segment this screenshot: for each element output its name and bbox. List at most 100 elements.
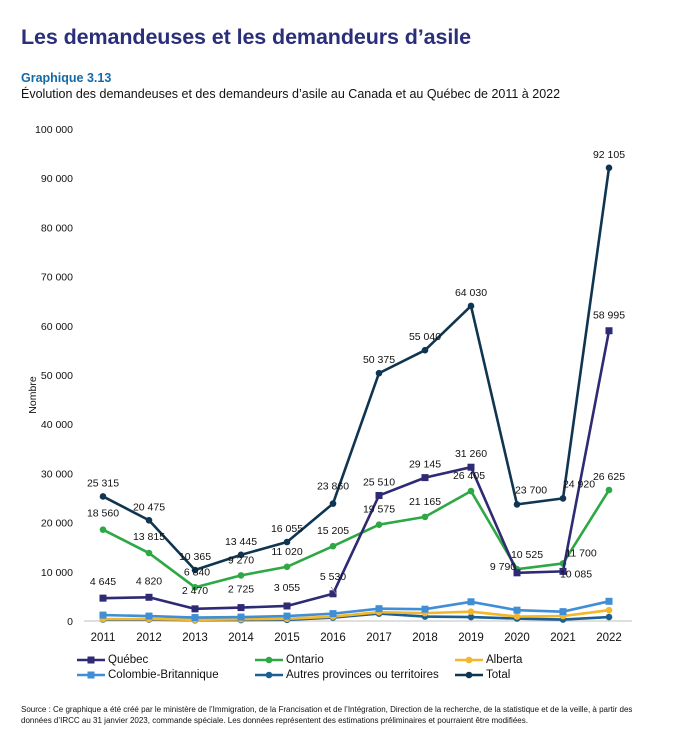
- legend-label: Autres provinces ou territoires: [286, 669, 439, 681]
- legend-swatch-alberta: [455, 656, 483, 664]
- data-label-quebec: 10 085: [560, 568, 592, 580]
- data-label-total: 24 920: [563, 478, 595, 490]
- data-point-total: [145, 516, 153, 524]
- chart-number: Graphique 3.13: [21, 71, 112, 85]
- y-axis-title: Nombre: [27, 376, 39, 414]
- data-label-total: 23 700: [515, 484, 547, 496]
- data-point-autres: [605, 613, 613, 621]
- data-label-total: 16 055: [271, 523, 303, 535]
- y-tick-label: 80 000: [41, 222, 73, 234]
- data-point-total: [237, 551, 245, 559]
- data-point-colombie_britannique: [559, 608, 567, 616]
- data-point-colombie_britannique: [145, 612, 153, 620]
- legend-item-total: Total: [454, 669, 510, 681]
- chart-subtitle: Évolution des demandeuses et des demande…: [21, 87, 561, 101]
- data-point-total: [605, 164, 613, 172]
- data-point-alberta: [605, 606, 613, 614]
- chart-axes: 0 10 000 20 000 30 000 40 000 50 000 60 000 70 …: [27, 124, 632, 644]
- y-tick-label: 40 000: [41, 419, 73, 431]
- data-label-total: 64 030: [455, 287, 487, 299]
- series-line-alberta: [103, 608, 610, 622]
- data-label-ontario: 18 560: [87, 508, 119, 520]
- data-point-autres: [467, 613, 475, 621]
- data-point-ontario: [99, 526, 107, 533]
- data-label-ontario: 15 205: [317, 525, 349, 537]
- data-label-ontario: 6 840: [184, 566, 210, 578]
- data-label-ontario: 11 020: [271, 546, 302, 558]
- data-point-total: [99, 493, 107, 500]
- data-label-quebec: 3 055: [274, 582, 300, 594]
- legend-swatch-total: [455, 671, 483, 679]
- data-point-quebec: [145, 593, 153, 601]
- data-label-total: 20 475: [133, 501, 165, 513]
- data-point-colombie_britannique: [329, 610, 337, 618]
- legend-item-autres: Autres provinces ou territoires: [254, 669, 439, 681]
- x-tick-label: 2011: [91, 632, 116, 644]
- data-point-alberta: [513, 613, 521, 620]
- data-label-quebec: 58 995: [593, 310, 625, 322]
- data-point-colombie_britannique: [605, 597, 613, 605]
- series-line-ontario: [102, 489, 611, 589]
- data-point-quebec: [99, 594, 107, 602]
- data-point-quebec: [605, 327, 613, 335]
- data-point-colombie_britannique: [191, 614, 199, 622]
- data-point-quebec: [329, 590, 337, 598]
- x-tick-label: 2022: [596, 632, 622, 644]
- data-label-quebec: 2 725: [228, 584, 254, 596]
- x-tick-label: 2018: [412, 632, 438, 644]
- data-point-total: [513, 501, 521, 508]
- series-line-total: [102, 167, 611, 572]
- series-line-colombie_britannique: [102, 600, 610, 619]
- legend-swatch-autres: [255, 671, 283, 679]
- data-label-total: 92 105: [593, 149, 625, 161]
- data-label-ontario: 9 270: [228, 554, 254, 566]
- page-title: Les demandeuses et les demandeurs d’asil…: [21, 25, 471, 49]
- data-point-total: [375, 369, 383, 377]
- data-label-total: 13 445: [225, 536, 257, 548]
- x-tick-label: 2014: [228, 632, 254, 644]
- data-label-ontario: 26 405: [453, 470, 485, 482]
- legend-label: Alberta: [486, 654, 523, 666]
- data-point-colombie_britannique: [421, 605, 429, 613]
- y-tick-label: 30 000: [41, 468, 73, 480]
- x-tick-label: 2020: [504, 632, 530, 644]
- data-point-ontario: [145, 549, 153, 557]
- data-label-quebec: 9 790: [490, 561, 516, 573]
- data-point-quebec: [421, 474, 429, 482]
- data-point-colombie_britannique: [375, 605, 383, 613]
- y-tick-label: 0: [67, 616, 73, 628]
- data-point-total: [559, 495, 567, 502]
- x-tick-label: 2013: [182, 632, 208, 644]
- label-leader-line: [330, 586, 338, 596]
- x-tick-label: 2015: [274, 632, 300, 644]
- x-tick-label: 2016: [320, 632, 346, 644]
- y-tick-label: 70 000: [41, 272, 73, 284]
- data-point-ontario: [605, 486, 613, 494]
- data-point-ontario: [283, 563, 291, 571]
- data-point-quebec: [513, 569, 521, 577]
- data-point-ontario: [467, 487, 475, 495]
- data-label-ontario: 19 575: [363, 504, 395, 516]
- legend-label: Ontario: [286, 654, 324, 666]
- data-label-ontario: 13 815: [133, 531, 165, 543]
- data-point-total: [191, 566, 199, 574]
- data-point-quebec: [283, 602, 291, 610]
- y-tick-label: 20 000: [41, 518, 73, 530]
- legend-label: Total: [486, 669, 511, 681]
- data-label-total: 10 365: [179, 551, 211, 563]
- data-label-quebec: 4 820: [136, 575, 162, 587]
- x-tick-label: 2012: [136, 632, 162, 644]
- legend-swatch-quebec: [77, 656, 105, 664]
- data-label-quebec: 2 470: [182, 585, 208, 597]
- data-label-total: 25 315: [87, 477, 119, 489]
- x-tick-label: 2019: [458, 632, 484, 644]
- legend-swatch-ontario: [255, 656, 283, 664]
- data-label-quebec: 25 510: [363, 476, 395, 488]
- data-point-total: [421, 346, 429, 354]
- data-point-total: [283, 538, 291, 546]
- data-label-total: 55 040: [409, 331, 441, 343]
- legend-label: Québec: [108, 654, 149, 666]
- legend-swatch-colombie_britannique: [77, 671, 105, 679]
- data-point-colombie_britannique: [513, 606, 521, 614]
